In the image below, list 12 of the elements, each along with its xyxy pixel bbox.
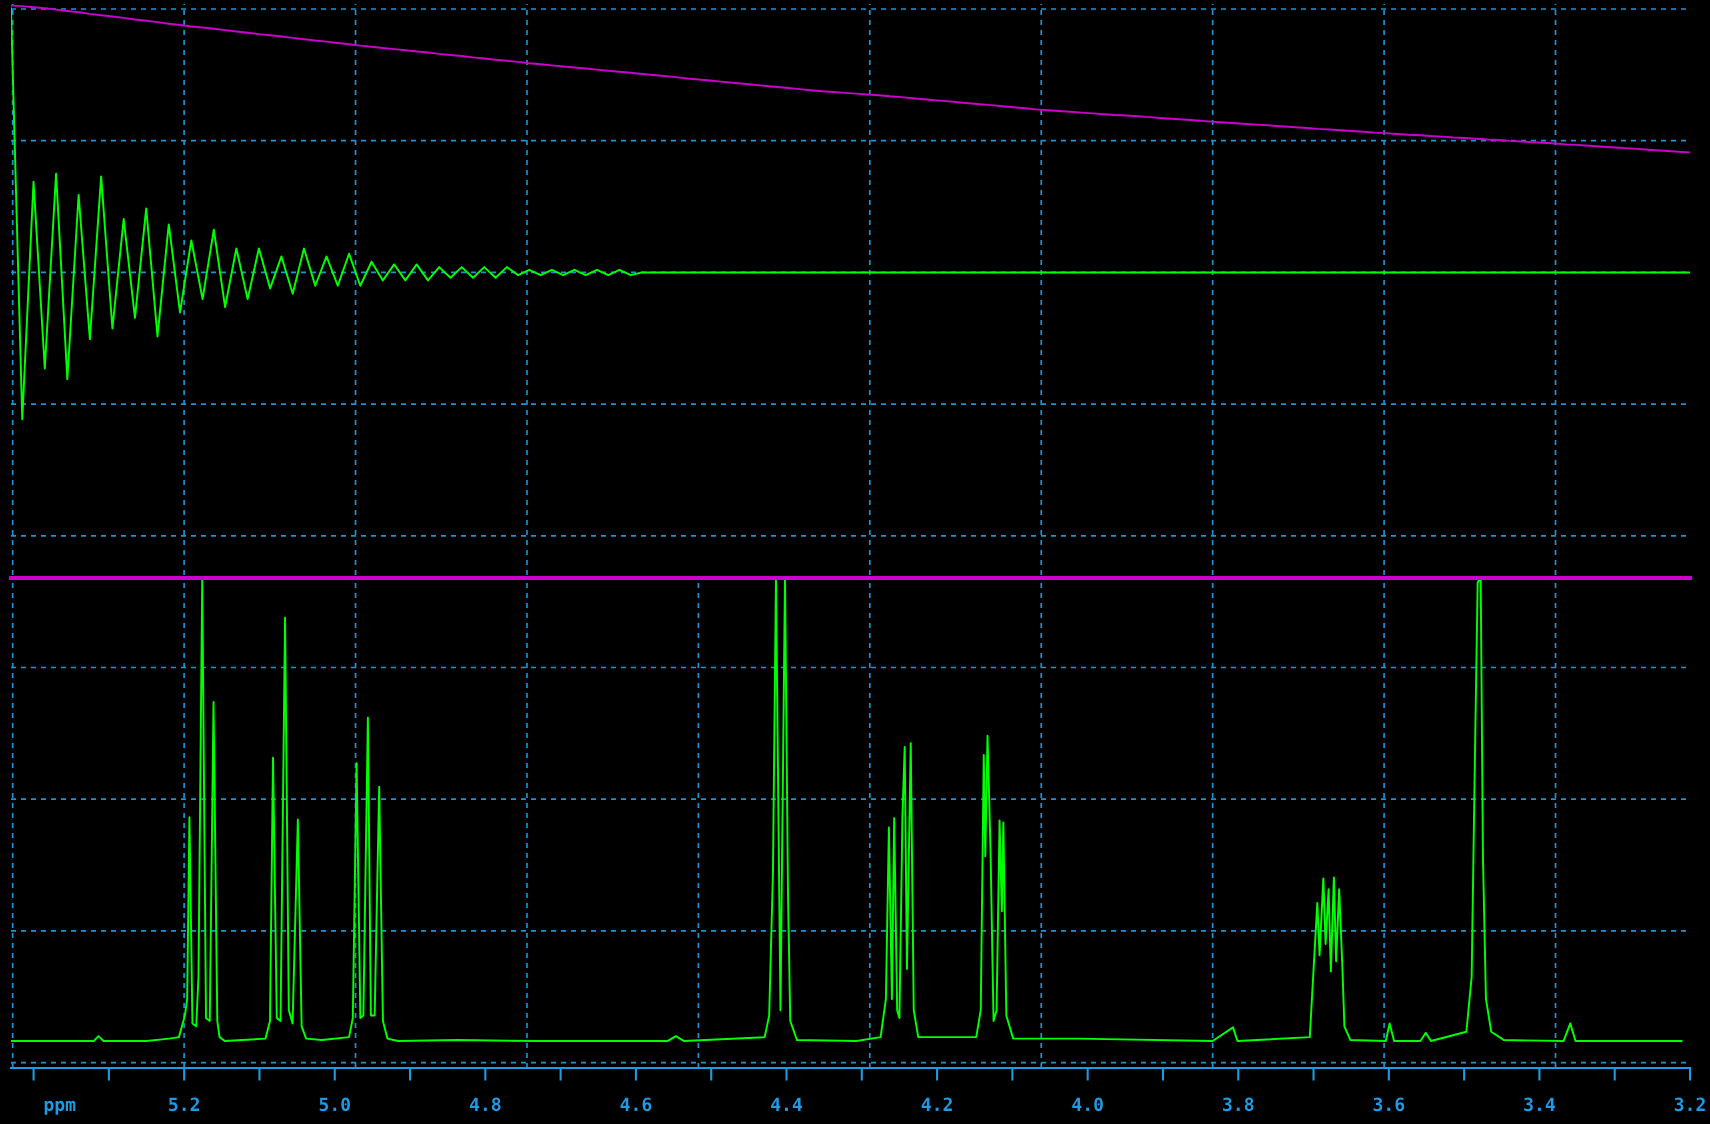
x-tick-label: 4.0 — [1072, 1097, 1103, 1112]
x-tick-label: 4.6 — [620, 1097, 652, 1112]
x-tick-label: 4.8 — [469, 1097, 501, 1112]
x-tick-label: 3.2 — [1674, 1097, 1705, 1112]
x-tick-label: 4.4 — [771, 1097, 802, 1111]
x-tick-label: 5.2 — [169, 1097, 199, 1112]
x-tick-label: 3.8 — [1223, 1097, 1254, 1112]
x-tick-label: 3.4 — [1524, 1097, 1555, 1112]
x-tick-label: 4.2 — [921, 1097, 952, 1111]
x-axis-title: ppm — [44, 1100, 76, 1115]
x-tick-label: 3.6 — [1373, 1097, 1405, 1112]
x-tick-label: 5.0 — [319, 1097, 350, 1112]
